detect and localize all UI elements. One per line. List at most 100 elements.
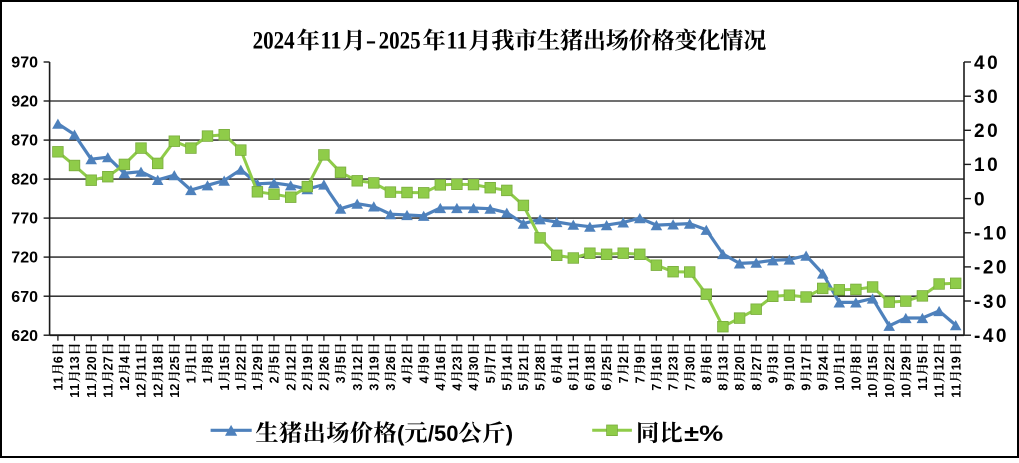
- svg-text:0: 0: [833, 376, 847, 383]
- svg-text:8: 8: [750, 384, 764, 391]
- svg-text:1: 1: [933, 391, 947, 398]
- svg-text:6: 6: [318, 356, 332, 363]
- svg-text:20: 20: [974, 121, 1000, 142]
- svg-text:±%: ±%: [684, 421, 723, 446]
- svg-text:0: 0: [883, 384, 897, 391]
- svg-text:8: 8: [850, 356, 864, 363]
- svg-text:2: 2: [251, 363, 265, 370]
- svg-text:1: 1: [949, 391, 963, 398]
- svg-text:9: 9: [633, 356, 647, 363]
- svg-text:-20: -20: [974, 258, 1009, 279]
- svg-text:2: 2: [667, 363, 681, 370]
- svg-text:2: 2: [234, 363, 248, 370]
- svg-text:0: 0: [85, 356, 99, 363]
- svg-text:2: 2: [517, 363, 531, 370]
- svg-text:1: 1: [185, 356, 199, 363]
- svg-text:1: 1: [949, 363, 963, 370]
- svg-text:1: 1: [301, 363, 315, 370]
- svg-text:5: 5: [517, 384, 531, 391]
- svg-text:8: 8: [717, 384, 731, 391]
- svg-text:2: 2: [301, 384, 315, 391]
- svg-text:2: 2: [284, 356, 298, 363]
- svg-text:/50: /50: [428, 421, 459, 446]
- svg-text:1: 1: [85, 384, 99, 391]
- svg-text:5: 5: [600, 356, 614, 363]
- svg-text:5: 5: [534, 384, 548, 391]
- svg-text:1: 1: [168, 391, 182, 398]
- svg-text:1: 1: [833, 356, 847, 363]
- svg-text:2: 2: [101, 363, 115, 370]
- svg-text:7: 7: [667, 384, 681, 391]
- svg-text:1: 1: [284, 363, 298, 370]
- svg-text:2: 2: [268, 376, 282, 383]
- svg-text:1: 1: [135, 391, 149, 398]
- svg-text:30: 30: [974, 87, 1000, 108]
- svg-text:2: 2: [933, 356, 947, 363]
- svg-text:4: 4: [118, 356, 132, 363]
- svg-text:9: 9: [783, 384, 797, 391]
- svg-text:9: 9: [301, 356, 315, 363]
- svg-text:8: 8: [584, 356, 598, 363]
- svg-text:0: 0: [733, 356, 747, 363]
- svg-text:920: 920: [11, 94, 38, 111]
- svg-text:2: 2: [617, 356, 631, 363]
- svg-text:3: 3: [667, 356, 681, 363]
- svg-text:2: 2: [883, 356, 897, 363]
- svg-text:8: 8: [201, 356, 215, 363]
- svg-text:1: 1: [52, 384, 66, 391]
- svg-text:1: 1: [933, 384, 947, 391]
- svg-text:1: 1: [866, 391, 880, 398]
- svg-text:2: 2: [284, 384, 298, 391]
- svg-text:2: 2: [351, 356, 365, 363]
- svg-text:6: 6: [700, 356, 714, 363]
- svg-text:9: 9: [766, 376, 780, 383]
- svg-text:2: 2: [135, 384, 149, 391]
- svg-text:4: 4: [500, 356, 514, 363]
- svg-text:2: 2: [85, 363, 99, 370]
- svg-text:3: 3: [467, 363, 481, 370]
- svg-text:1: 1: [85, 391, 99, 398]
- svg-text:7: 7: [633, 376, 647, 383]
- svg-text:1: 1: [517, 356, 531, 363]
- svg-text:0: 0: [899, 384, 913, 391]
- svg-text:1: 1: [68, 363, 82, 370]
- svg-text:0: 0: [783, 356, 797, 363]
- svg-text:-30: -30: [974, 292, 1009, 313]
- svg-text:7: 7: [683, 384, 697, 391]
- svg-text:-40: -40: [974, 326, 1009, 347]
- svg-text:9: 9: [816, 384, 830, 391]
- svg-text:7: 7: [101, 356, 115, 363]
- svg-text:3: 3: [683, 363, 697, 370]
- svg-text:4: 4: [401, 376, 415, 383]
- svg-text:2: 2: [534, 363, 548, 370]
- svg-text:1: 1: [135, 356, 149, 363]
- svg-text:1: 1: [434, 363, 448, 370]
- svg-text:10: 10: [974, 155, 1000, 176]
- svg-text:0: 0: [467, 356, 481, 363]
- svg-text:0: 0: [974, 189, 987, 210]
- svg-text:6: 6: [434, 356, 448, 363]
- svg-text:2: 2: [384, 363, 398, 370]
- svg-text:3: 3: [384, 384, 398, 391]
- svg-text:1: 1: [351, 363, 365, 370]
- svg-text:1: 1: [800, 363, 814, 370]
- svg-text:2: 2: [883, 363, 897, 370]
- svg-text:9: 9: [251, 356, 265, 363]
- svg-text:820: 820: [11, 172, 38, 189]
- svg-text:1: 1: [135, 363, 149, 370]
- svg-text:0: 0: [850, 376, 864, 383]
- svg-text:1: 1: [850, 384, 864, 391]
- svg-text:720: 720: [11, 250, 38, 267]
- svg-text:9: 9: [367, 356, 381, 363]
- svg-text:5: 5: [916, 356, 930, 363]
- svg-text:1: 1: [101, 391, 115, 398]
- svg-text:1: 1: [367, 363, 381, 370]
- svg-text:2024: 2024: [253, 28, 296, 55]
- svg-text:8: 8: [733, 384, 747, 391]
- svg-text:7: 7: [750, 356, 764, 363]
- svg-text:1: 1: [783, 363, 797, 370]
- svg-text:1: 1: [201, 376, 215, 383]
- svg-text:7: 7: [650, 384, 664, 391]
- svg-text:1: 1: [68, 391, 82, 398]
- svg-text:1: 1: [650, 363, 664, 370]
